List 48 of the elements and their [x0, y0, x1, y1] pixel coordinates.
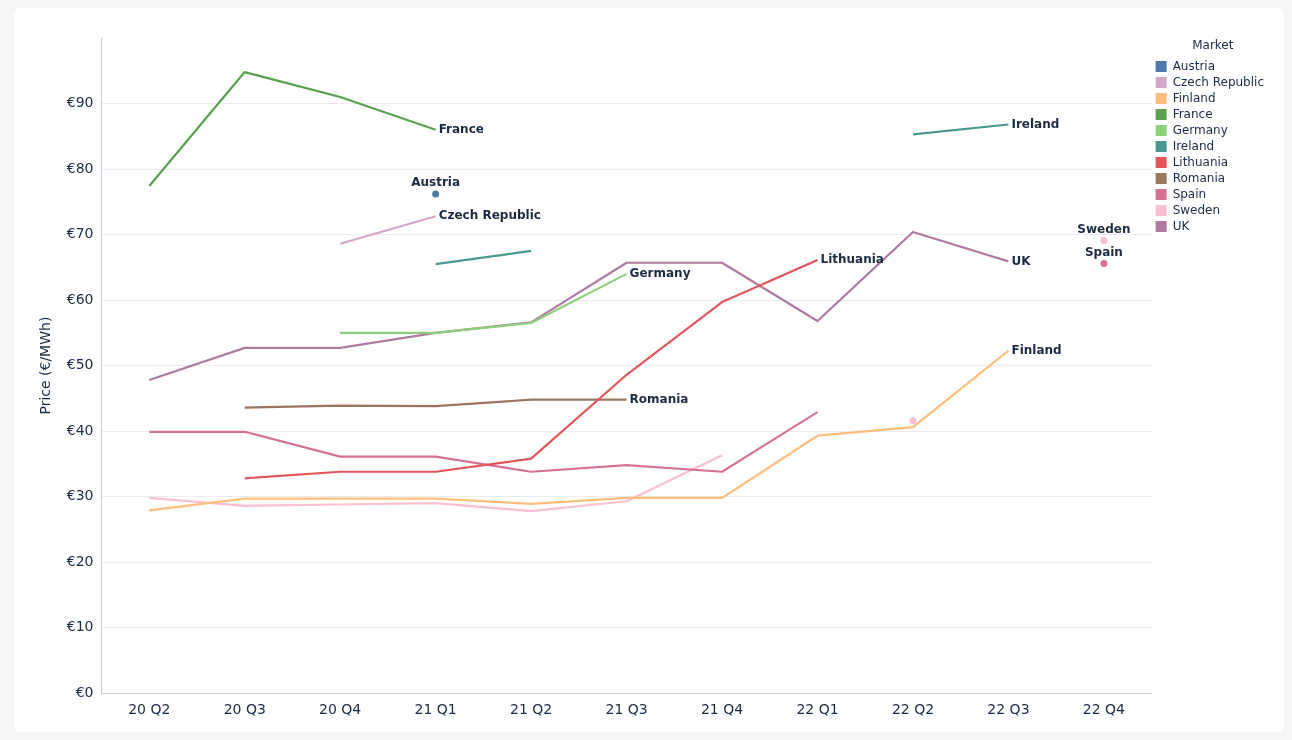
legend-label: Czech Republic	[1172, 74, 1265, 89]
legend-title: Market	[1192, 38, 1234, 53]
legend-label: Austria	[1172, 58, 1216, 73]
legend-label: Romania	[1172, 170, 1226, 185]
y-tick-label: €20	[66, 552, 94, 569]
x-tick-label: 20 Q2	[128, 701, 171, 718]
x-tick-label: 20 Q4	[319, 701, 362, 718]
legend-label: Lithuania	[1172, 154, 1229, 169]
y-tick-label: €40	[66, 421, 94, 438]
text: France	[438, 121, 484, 136]
text: Germany	[629, 266, 691, 280]
point	[909, 417, 917, 425]
legend-label: UK	[1172, 218, 1191, 233]
x-tick-label: 21 Q2	[510, 701, 553, 718]
y-tick-label: €50	[66, 356, 94, 373]
x-tick-label: 22 Q3	[987, 701, 1030, 718]
text: Romania	[629, 391, 689, 406]
text: Spain	[1084, 244, 1123, 259]
y-tick-label: €30	[66, 487, 94, 504]
x-tick-label: 21 Q3	[605, 701, 648, 718]
y-axis-title: Price (€/MWh)	[37, 316, 54, 415]
y-tick-label: €80	[66, 159, 94, 176]
y-tick-label: €0	[75, 683, 94, 700]
x-tick-label: 22 Q2	[891, 701, 935, 718]
legend-label: Finland	[1172, 90, 1216, 105]
legend-label: Germany	[1172, 122, 1228, 137]
x-tick-label: 21 Q4	[700, 701, 744, 718]
text: Lithuania	[820, 252, 884, 267]
y-tick-label: €60	[66, 290, 94, 307]
y-tick-label: €90	[66, 94, 94, 111]
legend-label: Spain	[1172, 186, 1207, 201]
text: Austria	[411, 175, 461, 190]
point	[1100, 236, 1108, 244]
text: Czech Republic	[438, 208, 541, 223]
x-tick-label: 21 Q1	[414, 701, 457, 718]
legend-label: Ireland	[1172, 138, 1215, 153]
y-tick-label: €70	[66, 225, 94, 242]
legend-label: France	[1172, 106, 1213, 121]
x-tick-label: 20 Q3	[223, 701, 266, 718]
y-tick-label: €10	[66, 618, 94, 635]
x-tick-label: 22 Q1	[796, 701, 839, 718]
text: Sweden	[1077, 221, 1131, 236]
legend-label: Sweden	[1172, 202, 1221, 217]
x-tick-label: 22 Q4	[1082, 701, 1126, 718]
text: Finland	[1011, 342, 1062, 357]
text: UK	[1011, 253, 1031, 268]
point	[1100, 259, 1108, 267]
text: Ireland	[1011, 116, 1060, 131]
